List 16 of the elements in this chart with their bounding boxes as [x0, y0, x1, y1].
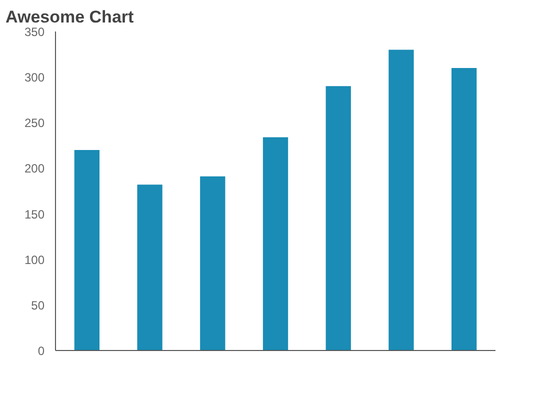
y-tick-label: 250	[24, 116, 45, 130]
y-tick-label: 150	[24, 207, 45, 222]
bar	[200, 176, 226, 350]
bar	[137, 184, 162, 350]
bar	[326, 86, 351, 350]
y-tick-label: 350	[24, 25, 45, 39]
chart-title: Awesome Chart	[6, 8, 134, 26]
y-tick-label: 300	[24, 70, 45, 85]
y-tick-label: 0	[38, 344, 45, 358]
y-tick-label: 200	[24, 162, 45, 176]
bar	[452, 68, 477, 350]
bar	[388, 50, 414, 350]
bar	[74, 150, 100, 350]
y-tick-label: 100	[24, 252, 45, 267]
y-tick-label: 50	[31, 298, 45, 312]
bar	[262, 137, 288, 350]
